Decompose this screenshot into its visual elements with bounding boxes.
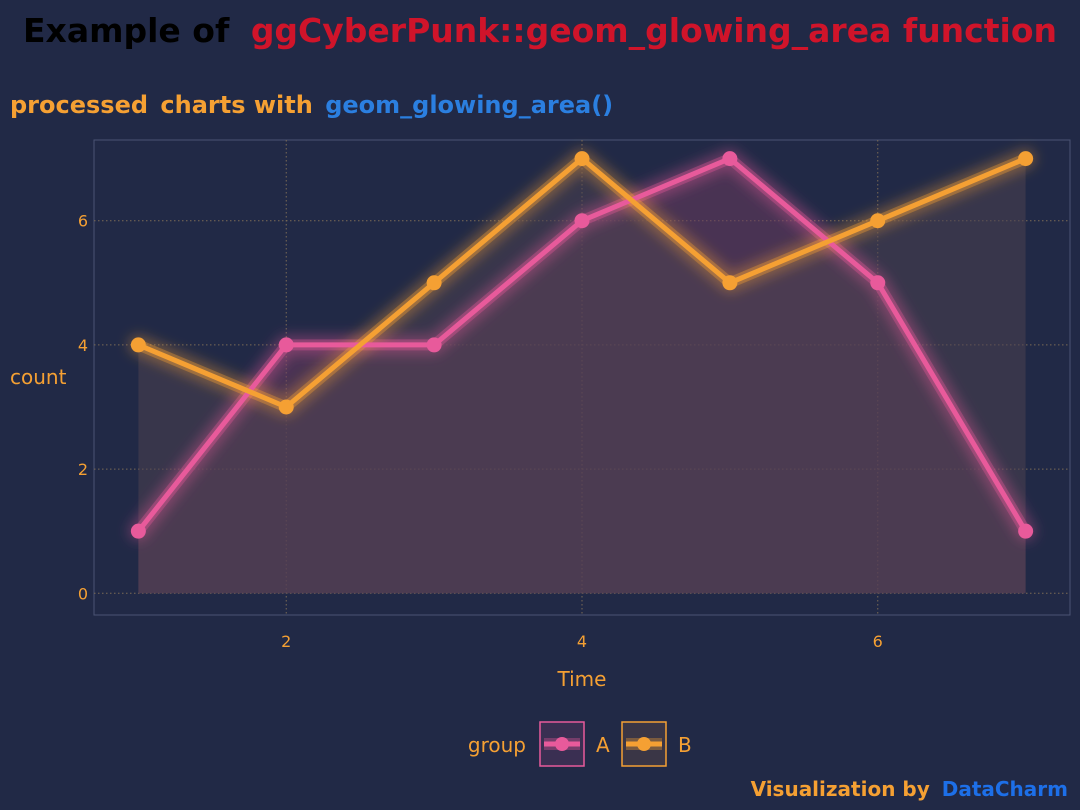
caption-part1: Visualization by <box>751 777 930 801</box>
data-point-A-7 <box>1018 523 1034 539</box>
data-point-A-3 <box>426 337 442 353</box>
caption-part2: DataCharm <box>942 777 1068 801</box>
chart-subtitle-part3: geom_glowing_area() <box>325 91 613 119</box>
legend-key-A <box>539 721 585 767</box>
x-tick-label-2: 2 <box>281 632 291 651</box>
data-point-B-7 <box>1018 151 1034 167</box>
y-tick-label-6: 6 <box>78 212 88 231</box>
x-axis-title: Time <box>557 667 607 691</box>
y-tick-label-0: 0 <box>78 584 88 603</box>
x-tick-label-4: 4 <box>577 632 587 651</box>
legend-title: group <box>468 733 526 757</box>
data-point-B-3 <box>426 275 442 291</box>
chart-title-part2: ggCyberPunk::geom_glowing_area function <box>251 11 1057 50</box>
chart-title-part1: Example of <box>23 11 230 50</box>
data-point-A-2 <box>278 337 294 353</box>
y-axis-title: count <box>10 365 67 389</box>
data-point-A-5 <box>722 151 738 167</box>
caption: Visualization by DataCharm <box>751 777 1068 801</box>
data-point-A-1 <box>130 523 146 539</box>
x-tick-label-6: 6 <box>873 632 883 651</box>
data-point-B-1 <box>130 337 146 353</box>
legend-key-A-point <box>555 737 569 751</box>
legend-key-B <box>621 721 667 767</box>
legend-label-B: B <box>678 733 692 757</box>
legend-label-A: A <box>596 733 610 757</box>
y-tick-label-4: 4 <box>78 336 88 355</box>
data-point-A-6 <box>870 275 886 291</box>
tick-layer: 2 4 6 0 2 4 6 <box>78 212 883 651</box>
data-point-B-2 <box>278 399 294 415</box>
data-point-B-4 <box>574 151 590 167</box>
legend: group A B <box>468 721 692 767</box>
legend-key-B-point <box>637 737 651 751</box>
chart-subtitle-part2: charts with <box>160 91 312 119</box>
y-tick-label-2: 2 <box>78 460 88 479</box>
area-layer <box>138 158 1026 594</box>
data-point-B-5 <box>722 275 738 291</box>
chart-subtitle-part1: processed <box>10 91 148 119</box>
data-point-B-6 <box>870 213 886 229</box>
area-fill-B <box>138 158 1026 594</box>
point-layer <box>130 151 1034 539</box>
chart-title: Example of ggCyberPunk::geom_glowing_are… <box>23 11 1057 50</box>
data-point-A-4 <box>574 213 590 229</box>
chart-subtitle: processed charts with geom_glowing_area(… <box>10 91 613 119</box>
